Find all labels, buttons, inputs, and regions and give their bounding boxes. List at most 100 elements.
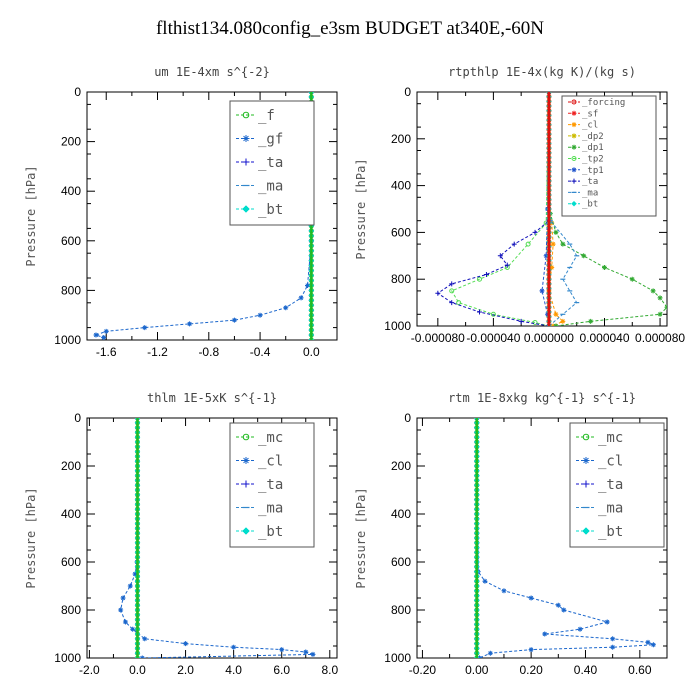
- plot-frame: [86, 417, 338, 659]
- legend-label: _ma: [598, 501, 623, 517]
- legend-marker: [582, 527, 590, 535]
- series-line: [476, 418, 654, 658]
- legend-entry: _ma: [568, 188, 598, 198]
- data-point: [555, 602, 561, 608]
- legend-label: _bt: [582, 200, 598, 210]
- data-point: [139, 655, 145, 658]
- x-tick-label: 0.000080: [635, 331, 685, 345]
- data-point: [560, 241, 566, 247]
- series-line: [548, 92, 578, 326]
- data-point: [257, 312, 263, 318]
- legend-label: _tp1: [582, 166, 604, 176]
- plot-frame: [86, 91, 338, 341]
- legend-entry: _mc: [576, 430, 623, 446]
- data-point: [127, 583, 133, 589]
- legend-entry: _sf: [568, 109, 598, 119]
- series-line: [436, 92, 550, 326]
- chart-panel-2: rtpthlp 1E-4x(kg K)/(kg s) Pressure [hPa]…: [354, 65, 685, 345]
- data-point: [187, 321, 193, 327]
- y-tick-label: 600: [61, 555, 81, 569]
- legend-marker: [242, 457, 250, 464]
- legend-label: _ta: [582, 177, 598, 187]
- data-point: [629, 276, 635, 282]
- data-point: [657, 311, 663, 317]
- series-line: [120, 418, 314, 658]
- x-tick-label: -0.20: [409, 663, 437, 677]
- series-group: [473, 418, 656, 658]
- data-point: [305, 282, 311, 288]
- y-tick-label: 800: [61, 603, 81, 617]
- data-point: [561, 607, 567, 613]
- data-point: [528, 647, 534, 653]
- data-point: [497, 253, 503, 259]
- y-tick-label: 1000: [384, 651, 411, 665]
- y-tick-label: 0: [74, 85, 81, 99]
- legend-marker: [582, 457, 590, 464]
- legend-entry: _ma: [576, 501, 623, 517]
- legend-marker: [571, 144, 577, 150]
- legend-entry: _ta: [576, 477, 623, 493]
- data-point: [528, 595, 534, 601]
- legend-label: _ma: [582, 188, 598, 198]
- y-tick-label: 400: [61, 184, 81, 198]
- legend-label: _forcing: [582, 98, 625, 108]
- data-point: [477, 276, 482, 282]
- series-dp1: [546, 92, 667, 326]
- y-tick-label: 1000: [54, 333, 81, 347]
- y-tick-label: 1000: [54, 651, 81, 665]
- data-point: [132, 571, 138, 577]
- legend-marker: [571, 178, 577, 184]
- data-point: [231, 644, 237, 650]
- data-point: [560, 318, 566, 324]
- y-tick-label: 600: [61, 234, 81, 248]
- data-point: [532, 229, 538, 235]
- y-tick-label: 0: [404, 85, 411, 99]
- x-tick-label: -0.8: [198, 345, 219, 359]
- data-point: [549, 265, 555, 270]
- legend-label: _ta: [598, 477, 623, 493]
- legend-label: _ma: [258, 501, 283, 517]
- legend-marker: [571, 200, 577, 207]
- legend-frame: [561, 95, 657, 217]
- legend-entry: _f: [236, 108, 275, 124]
- data-point: [604, 619, 610, 625]
- y-tick-label: 800: [61, 283, 81, 297]
- data-point: [483, 272, 489, 278]
- data-point: [610, 636, 616, 642]
- legend-entry: _gf: [236, 132, 283, 148]
- legend: _mc _cl _ta _ma _bt: [569, 422, 665, 548]
- panel-title: rtm 1E-8xkg kg^{-1} s^{-1}: [448, 391, 636, 405]
- x-tick-label: 0.20: [519, 663, 543, 677]
- legend-entry: _ta: [236, 477, 283, 493]
- legend-label: _bt: [258, 202, 283, 218]
- legend-marker: [242, 158, 250, 166]
- legend-entry: _ta: [236, 155, 283, 171]
- series-group: [118, 418, 316, 658]
- series-line: [450, 92, 550, 326]
- data-point: [501, 588, 507, 594]
- legend-entry: _forcing: [568, 98, 625, 108]
- x-tick-label: 4.0: [225, 663, 242, 677]
- legend-marker: [571, 133, 577, 139]
- legend: _f _gf _ta _ma _bt: [229, 100, 315, 226]
- data-point: [511, 241, 517, 247]
- legend-marker: [571, 122, 577, 128]
- series-tp2: [449, 92, 552, 326]
- y-tick-label: 400: [391, 507, 411, 521]
- y-tick-label: 400: [391, 179, 411, 193]
- data-point: [539, 288, 545, 294]
- legend-label: _dp2: [582, 132, 604, 142]
- data-point: [602, 265, 607, 270]
- data-point: [482, 578, 488, 584]
- legend-marker: [571, 156, 577, 161]
- legend-label: _dp1: [582, 143, 604, 153]
- y-tick-label: 1000: [384, 319, 411, 333]
- data-point: [504, 262, 510, 268]
- chart-panel-1: um 1E-4xm s^{-2} Pressure [hPa] 0 200 400 600…: [24, 65, 338, 359]
- data-point: [231, 317, 237, 323]
- y-tick-label: 200: [391, 459, 411, 473]
- legend-entry: _bt: [576, 524, 623, 540]
- data-point: [550, 241, 556, 247]
- legend-label: _cl: [598, 454, 623, 470]
